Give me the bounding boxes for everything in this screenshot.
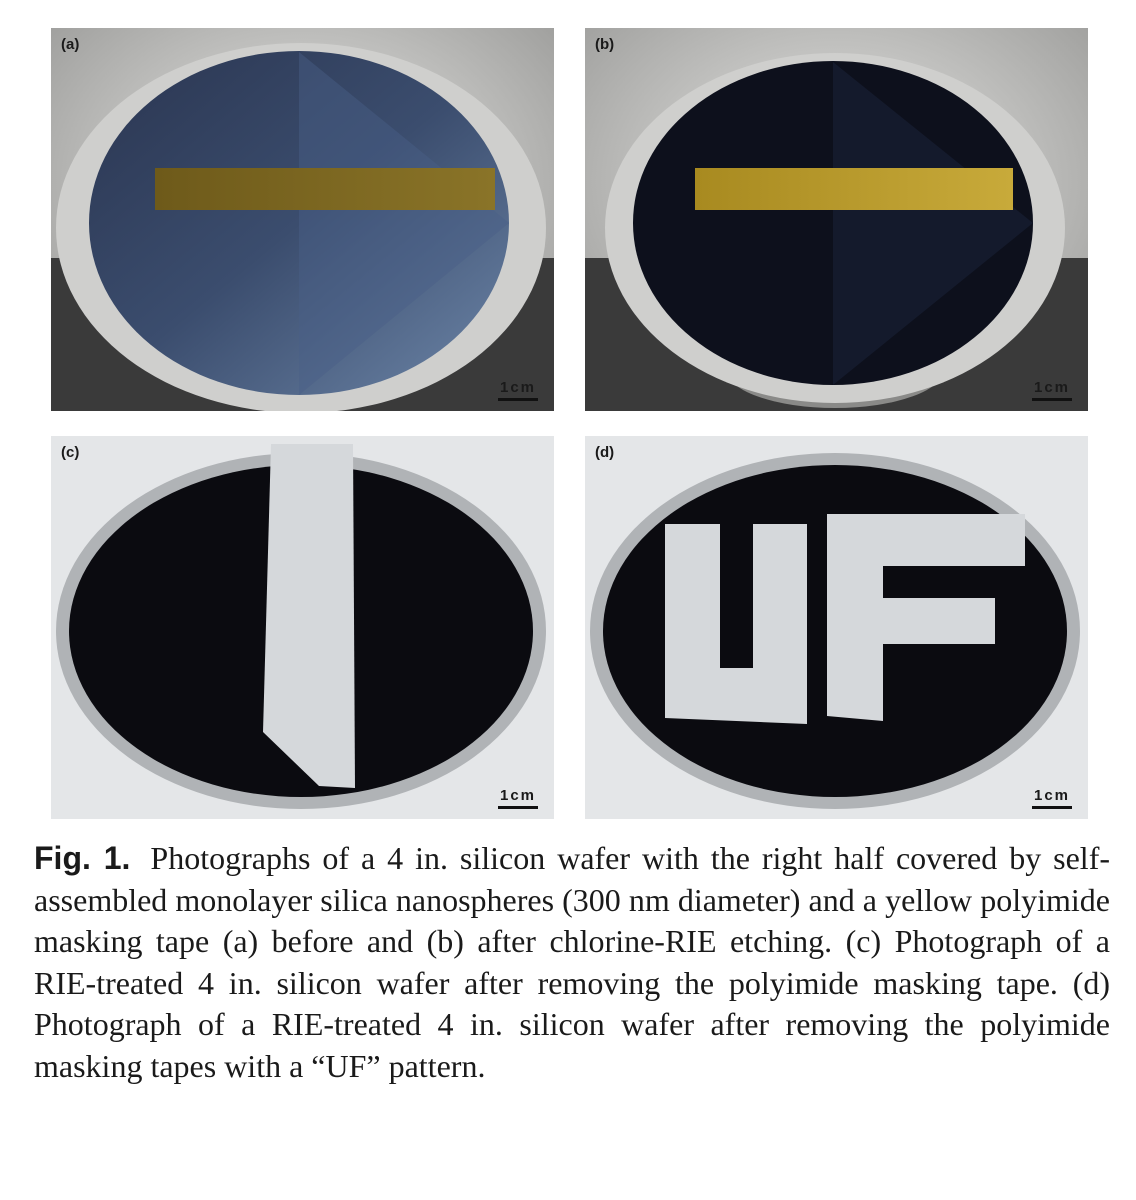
photo-panel-a: (a) 1cm	[51, 28, 554, 411]
wafer-photo-uf-pattern	[585, 436, 1088, 819]
panel-label: (b)	[595, 36, 615, 53]
scale-label: 1cm	[499, 787, 537, 804]
panel-label: (d)	[595, 444, 615, 461]
scale-label: 1cm	[1033, 787, 1071, 804]
panel-label: (c)	[61, 444, 80, 461]
scale-bar-line	[498, 398, 538, 401]
scale-label: 1cm	[499, 379, 537, 396]
photo-panel-d: (d) 1cm	[585, 436, 1088, 819]
photo-panel-c: (c) 1cm	[51, 436, 554, 819]
scale-bar: 1cm	[1032, 379, 1072, 401]
panel-label: (a)	[61, 36, 80, 53]
wafer-photo-after-etching	[585, 28, 1088, 411]
scale-bar: 1cm	[1032, 787, 1072, 809]
scale-bar-line	[498, 806, 538, 809]
scale-bar: 1cm	[498, 379, 538, 401]
scale-bar-line	[1032, 806, 1072, 809]
wafer-photo-before-etching	[51, 28, 554, 411]
scale-label: 1cm	[1033, 379, 1071, 396]
figure-caption: Fig. 1. Photographs of a 4 in. silicon wa…	[34, 838, 1110, 1087]
scale-bar: 1cm	[498, 787, 538, 809]
wafer-photo-tape-removed	[51, 436, 554, 819]
figure-label: Fig. 1.	[34, 840, 131, 876]
scale-bar-line	[1032, 398, 1072, 401]
photo-panel-b: (b) 1cm	[585, 28, 1088, 411]
caption-text: Photographs of a 4 in. silicon wafer wit…	[34, 840, 1110, 1084]
